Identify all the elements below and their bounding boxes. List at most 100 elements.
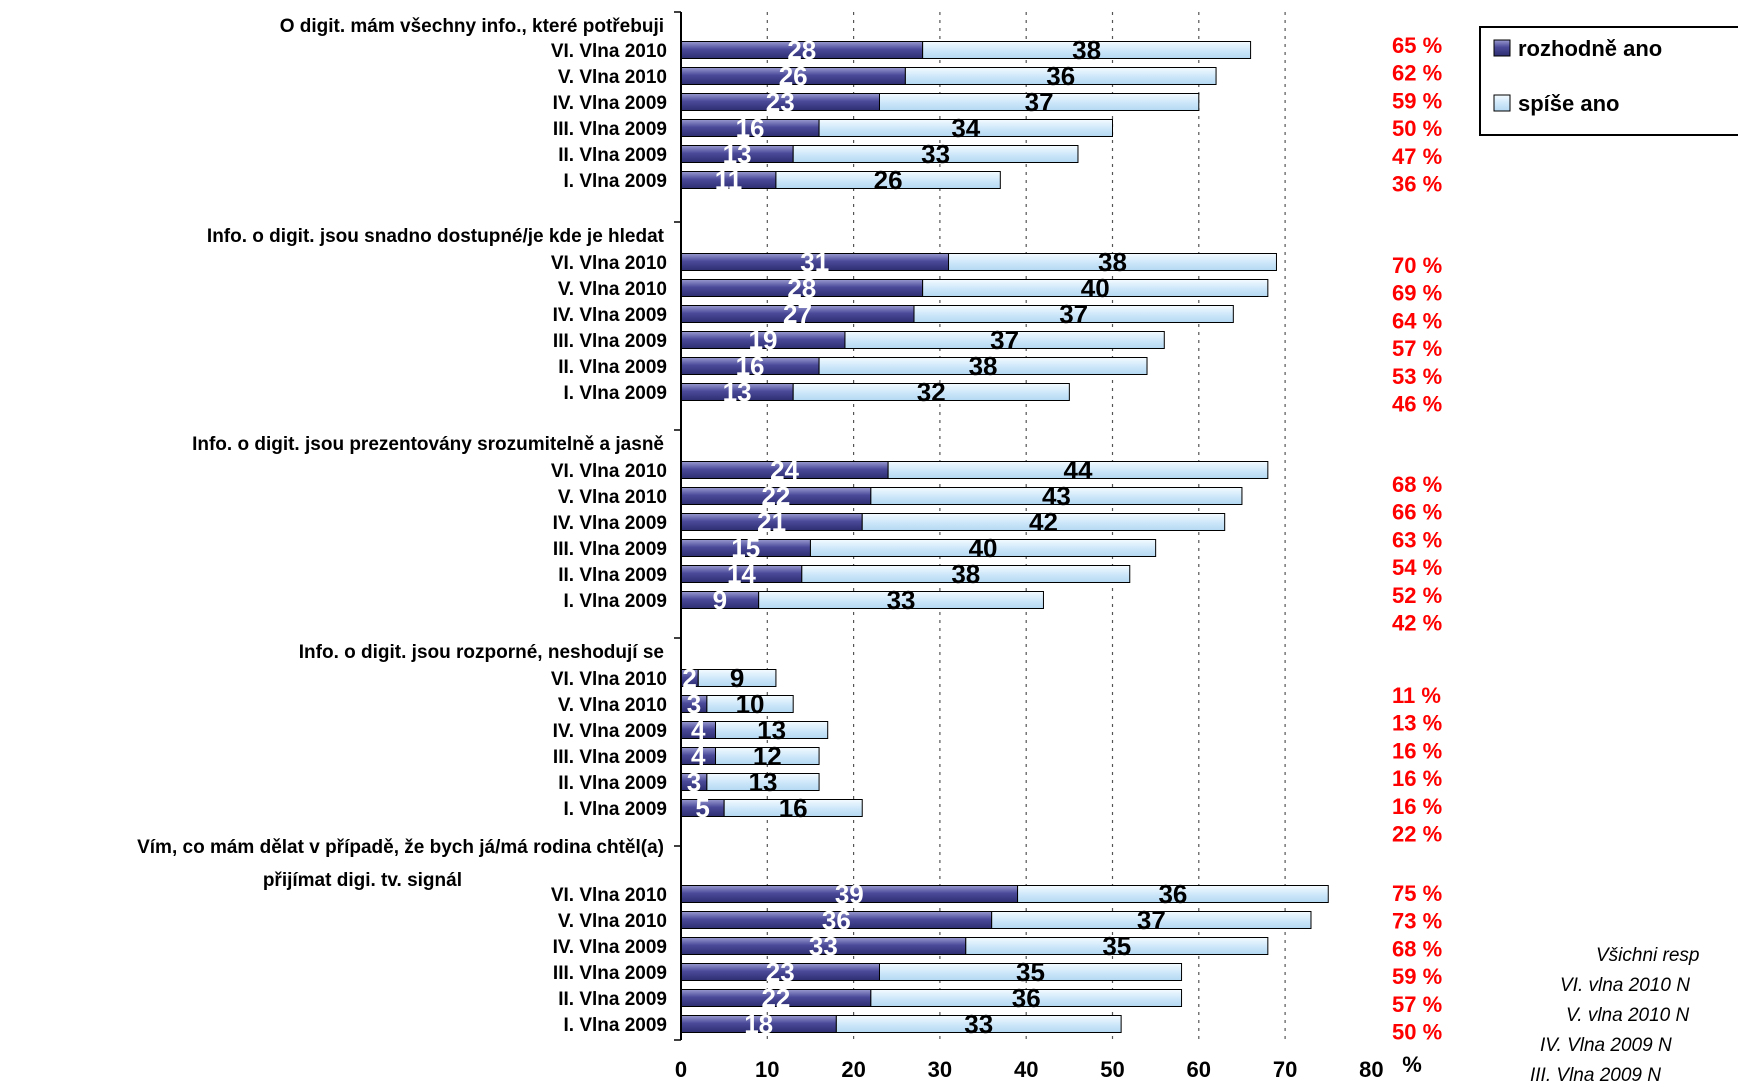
value-label-rozhodne: 18 [744, 1009, 773, 1039]
category-label: VI. Vlna 2010 [551, 669, 667, 690]
category-label: II. Vlna 2009 [558, 773, 667, 794]
x-tick-label: 20 [841, 1057, 865, 1082]
value-label-rozhodne: 22 [761, 983, 790, 1013]
category-label: III. Vlna 2009 [553, 539, 667, 560]
value-label-rozhodne: 31 [800, 247, 829, 277]
value-label-spise: 9 [730, 663, 744, 693]
bar-spise-ano [870, 487, 1243, 505]
value-label-spise: 38 [1072, 35, 1101, 65]
value-label-spise: 36 [1046, 61, 1075, 91]
total-label: 11 % [1392, 683, 1441, 708]
bar-spise-ano [775, 171, 1001, 189]
value-label-spise: 10 [736, 689, 765, 719]
value-label-spise: 37 [1025, 87, 1054, 117]
legend-label-spise: spíše ano [1518, 91, 1619, 116]
value-label-rozhodne: 2 [682, 663, 696, 693]
sample-note: VI. vlna 2010 N [1560, 975, 1690, 996]
total-label: 59 % [1392, 964, 1442, 989]
legend-label-rozhodne: rozhodně ano [1518, 36, 1662, 61]
category-label: III. Vlna 2009 [553, 331, 667, 352]
value-label-rozhodne: 11 [715, 165, 743, 195]
value-label-spise: 38 [951, 559, 980, 589]
value-label-spise: 37 [1059, 299, 1088, 329]
value-label-spise: 44 [1064, 455, 1093, 485]
category-label: II. Vlna 2009 [558, 565, 667, 586]
value-label-spise: 16 [779, 793, 808, 823]
category-label: II. Vlna 2009 [558, 989, 667, 1010]
value-label-rozhodne: 13 [723, 139, 752, 169]
category-label: III. Vlna 2009 [553, 747, 667, 768]
total-label: 66 % [1392, 500, 1442, 525]
value-label-rozhodne: 13 [723, 377, 752, 407]
bar-spise-ano [922, 279, 1269, 297]
category-label: V. Vlna 2010 [558, 695, 667, 716]
value-label-rozhodne: 14 [727, 559, 756, 589]
x-axis-unit: % [1402, 1052, 1422, 1077]
value-label-spise: 33 [921, 139, 950, 169]
total-label: 75 % [1392, 881, 1442, 906]
bar-spise-ano [870, 989, 1183, 1007]
total-label: 70 % [1392, 253, 1442, 278]
bar-spise-ano [844, 331, 1165, 349]
total-label: 16 % [1392, 794, 1442, 819]
bar-spise-ano [922, 41, 1252, 59]
sample-note: IV. Vlna 2009 N [1540, 1035, 1672, 1056]
value-label-rozhodne: 9 [713, 585, 727, 615]
value-label-spise: 42 [1029, 507, 1058, 537]
category-label: II. Vlna 2009 [558, 145, 667, 166]
bar-spise-ano [965, 937, 1269, 955]
sample-note: III. Vlna 2009 N [1530, 1065, 1661, 1086]
bar-spise-ano [904, 67, 1217, 85]
x-axis: 0 10 20 30 40 50 60 70 80% [674, 11, 1422, 1082]
legend-swatch-rozhodne [1493, 39, 1511, 57]
total-label: 57 % [1392, 336, 1442, 361]
value-label-rozhodne: 23 [766, 957, 795, 987]
group-label: Info. o digit. jsou rozporné, neshodují … [299, 642, 664, 663]
x-tick-label: 50 [1100, 1057, 1124, 1082]
value-label-rozhodne: 36 [822, 905, 851, 935]
legend-box [1479, 26, 1738, 136]
value-label-rozhodne: 23 [766, 87, 795, 117]
bar-spise-ano [758, 591, 1044, 609]
category-label: VI. Vlna 2010 [551, 41, 667, 62]
value-label-rozhodne: 16 [736, 113, 765, 143]
x-tick-label: 60 [1187, 1057, 1211, 1082]
value-label-rozhodne: 3 [687, 689, 701, 719]
category-label: IV. Vlna 2009 [553, 937, 667, 958]
x-tick-label: 80 [1359, 1057, 1383, 1082]
value-label-spise: 40 [1081, 273, 1110, 303]
value-label-rozhodne: 33 [809, 931, 838, 961]
notes: Všichni resp VI. vlna 2010 N V. vlna 2010 … [1530, 945, 1700, 1086]
value-label-spise: 35 [1102, 931, 1131, 961]
bar-spise-ano [878, 963, 1183, 981]
value-label-spise: 36 [1158, 879, 1187, 909]
total-label: 16 % [1392, 766, 1442, 791]
bar-spise-ano [1017, 885, 1329, 903]
sample-note: V. vlna 2010 N [1566, 1005, 1690, 1026]
total-label: 69 % [1392, 281, 1442, 306]
total-label: 54 % [1392, 555, 1442, 580]
bar-spise-ano [835, 1015, 1122, 1033]
bar-spise-ano [913, 305, 1234, 323]
category-label: VI. Vlna 2010 [551, 253, 667, 274]
total-label: 59 % [1392, 88, 1442, 113]
x-tick-label: 30 [928, 1057, 952, 1082]
x-tick-label: 40 [1014, 1057, 1038, 1082]
legend-swatch-spise [1493, 94, 1511, 112]
value-label-rozhodne: 28 [787, 35, 816, 65]
category-label: III. Vlna 2009 [553, 119, 667, 140]
group-label: Info. o digit. jsou prezentovány srozumi… [192, 434, 664, 455]
value-label-spise: 33 [887, 585, 916, 615]
category-label: IV. Vlna 2009 [553, 93, 667, 114]
category-label: I. Vlna 2009 [563, 1015, 667, 1036]
value-label-rozhodne: 24 [770, 455, 799, 485]
group-label: O digit. mám všechny info., které potřeb… [280, 16, 664, 37]
value-label-spise: 37 [1137, 905, 1166, 935]
value-label-rozhodne: 21 [757, 507, 786, 537]
total-label: 50 % [1392, 1020, 1442, 1045]
bar-spise-ano [801, 565, 1131, 583]
value-label-rozhodne: 3 [687, 767, 701, 797]
value-label-rozhodne: 5 [695, 793, 709, 823]
total-label: 22 % [1392, 822, 1442, 847]
